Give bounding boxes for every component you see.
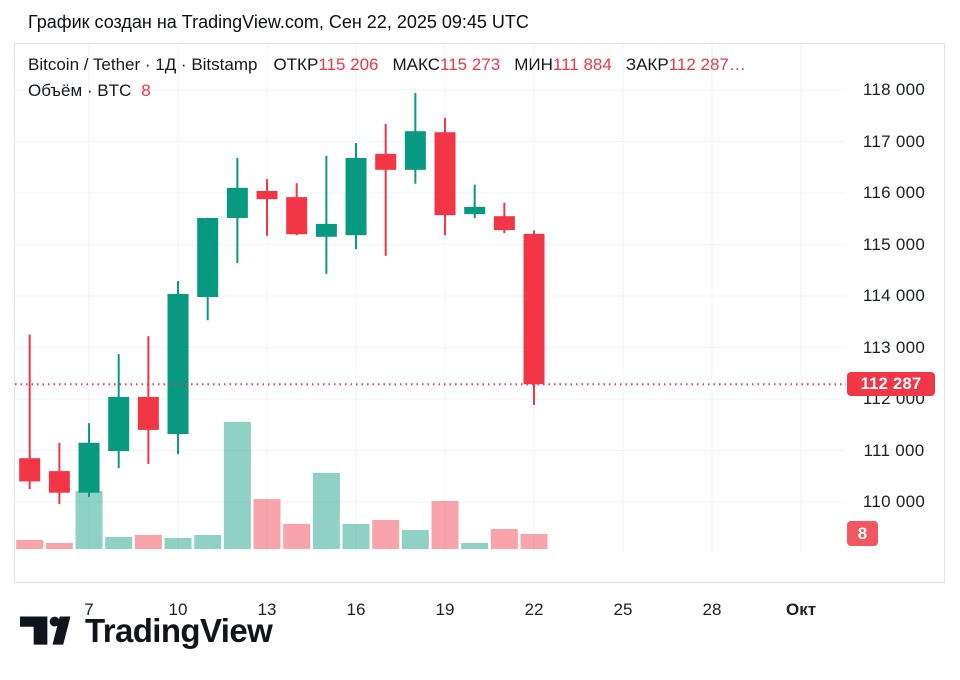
candle-body [256,190,278,200]
x-axis-tick-label: Окт [785,600,817,619]
candle-wick [384,123,387,256]
volume-bar [520,534,548,549]
candle-body [78,442,100,493]
candle-wick [325,155,328,274]
tradingview-wordmark: TradingView [85,612,273,649]
candle-body [286,197,308,235]
y-axis-tick-label: 118 000 [862,80,926,99]
y-axis-tick-label: 117 000 [862,131,926,151]
tradingview-logo-icon [20,616,71,645]
candle-body [197,217,219,298]
x-axis-tick-label: 16 [346,600,366,619]
legend-open: ОТКР115 206 [273,55,379,74]
volume-bar [134,535,162,549]
legend-high: МАКС115 273 [392,55,501,74]
x-axis-tick-label: 13 [257,600,277,619]
x-axis-tick-label: 7 [84,600,94,619]
x-axis-tick-label: 10 [168,600,188,619]
x-axis-tick-label: 19 [435,600,455,619]
y-axis-tick-label: 110 000 [862,492,926,511]
volume-bar [194,535,222,549]
candle-body [137,396,159,430]
volume-bar [372,520,400,549]
y-axis-tick-label: 114 000 [862,286,926,305]
tradingview-logo-link[interactable]: TradingView [20,611,273,651]
volume-bar [16,540,44,549]
legend-close: ЗАКР112 287… [625,55,746,74]
y-axis-tick-label: 111 000 [863,440,925,460]
y-axis-tick-label: 115 000 [862,234,926,254]
volume-bar [490,529,518,549]
volume-title: Объём · BTC [28,81,132,100]
symbol-title: Bitcoin / Tether · 1Д · Bitstamp [28,55,258,74]
x-axis-tick-label: 22 [524,600,544,619]
volume-bar [164,538,192,549]
volume-bar [342,524,370,549]
candle-body [226,187,248,218]
time-axis: 7 10 13 16 19 22 25 28 Окт [15,600,846,624]
candle-wick [28,334,31,490]
candle-body [167,293,189,435]
candle-body [108,396,130,452]
x-axis-tick-label: 28 [702,600,722,619]
last-price-label: 112 287 [847,372,935,396]
volume-bar [401,530,429,549]
chart-panel: Bitcoin / Tether · 1Д · Bitstamp ОТКР115… [14,43,945,619]
candle-body [19,458,41,482]
candle-body [48,471,70,493]
candle-body [345,157,367,236]
legend-symbol-row: Bitcoin / Tether · 1Д · Bitstamp ОТКР115… [28,52,760,78]
candlestick-chart [15,44,846,552]
volume-value: 8 [141,81,151,100]
candle-body [523,233,545,385]
y-axis-tick-label: 116 000 [862,183,926,202]
volume-bar [312,473,340,549]
attribution-text: График создан на TradingView.com, Сен 22… [28,12,529,32]
candle-wick [266,179,269,236]
volume-bar [223,422,251,549]
candle-body [404,131,426,170]
candle-body [434,132,456,216]
candle-body [315,223,337,237]
chart-legend: Bitcoin / Tether · 1Д · Bitstamp ОТКР115… [28,52,760,104]
legend-low: МИН111 884 [514,55,612,74]
y-axis-tick-label: 113 000 [862,337,926,357]
candle-wick [473,184,476,219]
price-scale: 118 000 117 000 116 000 115 000 114 000 113 0… [844,44,944,584]
volume-bar [45,543,73,549]
candle-body [493,216,515,231]
candle-body [375,153,397,170]
last-volume-label: 8 [847,521,878,546]
volume-bar [283,524,311,549]
legend-volume-row: Объём · BTC 8 [28,78,760,104]
volume-bar [75,491,103,549]
x-axis-tick-label: 25 [613,600,633,619]
volume-bar [431,501,459,549]
candle-body [464,206,486,215]
volume-bar [253,499,281,549]
volume-bar [105,537,133,549]
volume-bar [461,543,489,549]
